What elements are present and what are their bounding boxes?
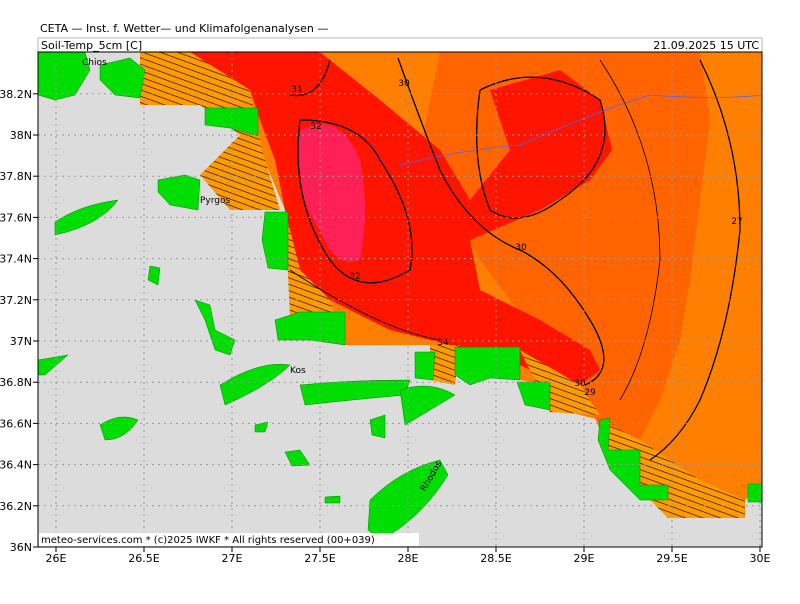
place-name: Pyrgos xyxy=(200,196,231,206)
contour-label: 30 xyxy=(515,243,527,253)
lat-tick-label: 36.4N xyxy=(0,459,32,472)
contour-label: 30 xyxy=(574,379,586,389)
lon-tick-label: 27.5E xyxy=(304,552,335,565)
lat-tick-label: 36N xyxy=(10,541,32,554)
lat-tick-label: 37.8N xyxy=(0,170,32,183)
lon-tick-label: 28.5E xyxy=(480,552,511,565)
hatched-coast xyxy=(285,210,745,518)
lat-tick-label: 37.2N xyxy=(0,294,32,307)
footer-credit: meteo-services.com * (c)2025 IWKF * All … xyxy=(41,535,375,546)
isolines xyxy=(289,57,741,461)
field-33 xyxy=(299,124,365,263)
variable-label: Soil-Temp_5cm [C] xyxy=(41,39,142,52)
contour-label: 32 xyxy=(310,122,321,132)
lat-tick-label: 38.2N xyxy=(0,88,32,101)
lat-tick-label: 36.6N xyxy=(0,417,32,430)
lon-tick-label: 30E xyxy=(750,552,771,565)
lat-tick-label: 38N xyxy=(10,129,32,142)
contour-label: 31 xyxy=(291,85,302,95)
lon-tick-label: 29.5E xyxy=(656,552,687,565)
place-name: Kos xyxy=(290,366,306,376)
place-name: Chios xyxy=(82,58,107,68)
hatched-coast xyxy=(140,52,280,210)
field-29 xyxy=(420,52,710,440)
lat-tick-label: 37N xyxy=(10,335,32,348)
header-title: CETA — Inst. f. Wetter— und Klimafolgena… xyxy=(40,22,328,35)
valid-time: 21.09.2025 15 UTC xyxy=(653,39,759,52)
contour-label: 30 xyxy=(398,79,410,89)
contour-label: 27 xyxy=(731,217,742,227)
lat-tick-label: 36.2N xyxy=(0,500,32,513)
lon-tick-label: 26E xyxy=(46,552,67,565)
lat-tick-label: 37.4N xyxy=(0,253,32,266)
map-frame xyxy=(37,51,763,548)
contour-label: 32 xyxy=(349,272,360,282)
river xyxy=(399,94,762,166)
lon-tick-label: 26.5E xyxy=(128,552,159,565)
footer-bg xyxy=(39,533,419,546)
contour-label: 34 xyxy=(437,338,449,348)
lon-tick-label: 29E xyxy=(574,552,595,565)
lon-tick-label: 28E xyxy=(398,552,419,565)
contour-label: 29 xyxy=(584,388,596,398)
lat-tick-label: 37.6N xyxy=(0,211,32,224)
lon-tick-label: 27E xyxy=(222,552,243,565)
lat-tick-label: 36.8N xyxy=(0,376,32,389)
